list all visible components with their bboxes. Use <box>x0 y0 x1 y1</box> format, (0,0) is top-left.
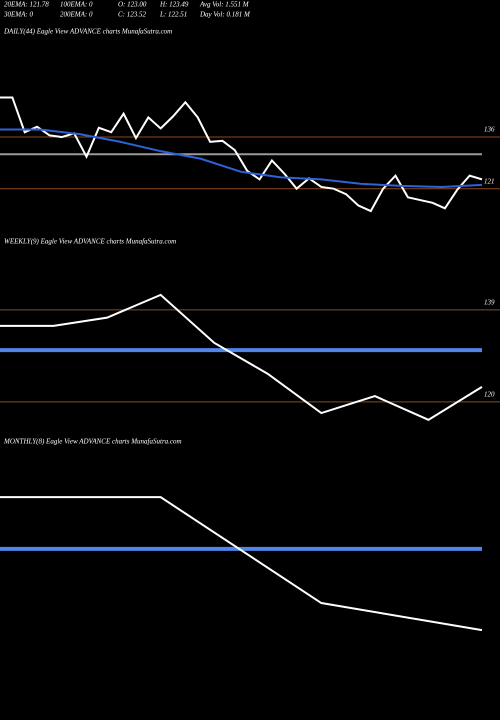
header-stat: 100EMA: 0 <box>60 1 93 9</box>
header-stat: 200EMA: 0 <box>60 11 93 19</box>
header-stat: Avg Vol: 1.551 M <box>199 1 250 9</box>
price-line <box>0 128 483 188</box>
header-stat: L: 122.51 <box>159 11 187 19</box>
price-line <box>0 293 483 421</box>
header-stat: 20EMA: 121.78 <box>4 1 49 9</box>
panel-title: MONTHLY(8) Eagle View ADVANCE charts Mun… <box>3 438 182 446</box>
header-stat: O: 123.00 <box>118 1 147 9</box>
y-tick-label: 136 <box>484 126 495 134</box>
price-line <box>0 496 483 632</box>
y-tick-label: 121 <box>484 177 495 185</box>
panel-title: WEEKLY(9) Eagle View ADVANCE charts Muna… <box>4 238 176 246</box>
header-stat: C: 123.52 <box>118 11 147 19</box>
panel-title: DAILY(44) Eagle View ADVANCE charts Muna… <box>3 28 172 36</box>
y-tick-label: 139 <box>484 299 495 307</box>
header-stat: 30EMA: 0 <box>3 11 33 19</box>
header-stat: Day Vol: 0.181 M <box>199 11 251 19</box>
y-tick-label: 120 <box>484 391 495 399</box>
header-stat: H: 123.49 <box>159 1 189 9</box>
